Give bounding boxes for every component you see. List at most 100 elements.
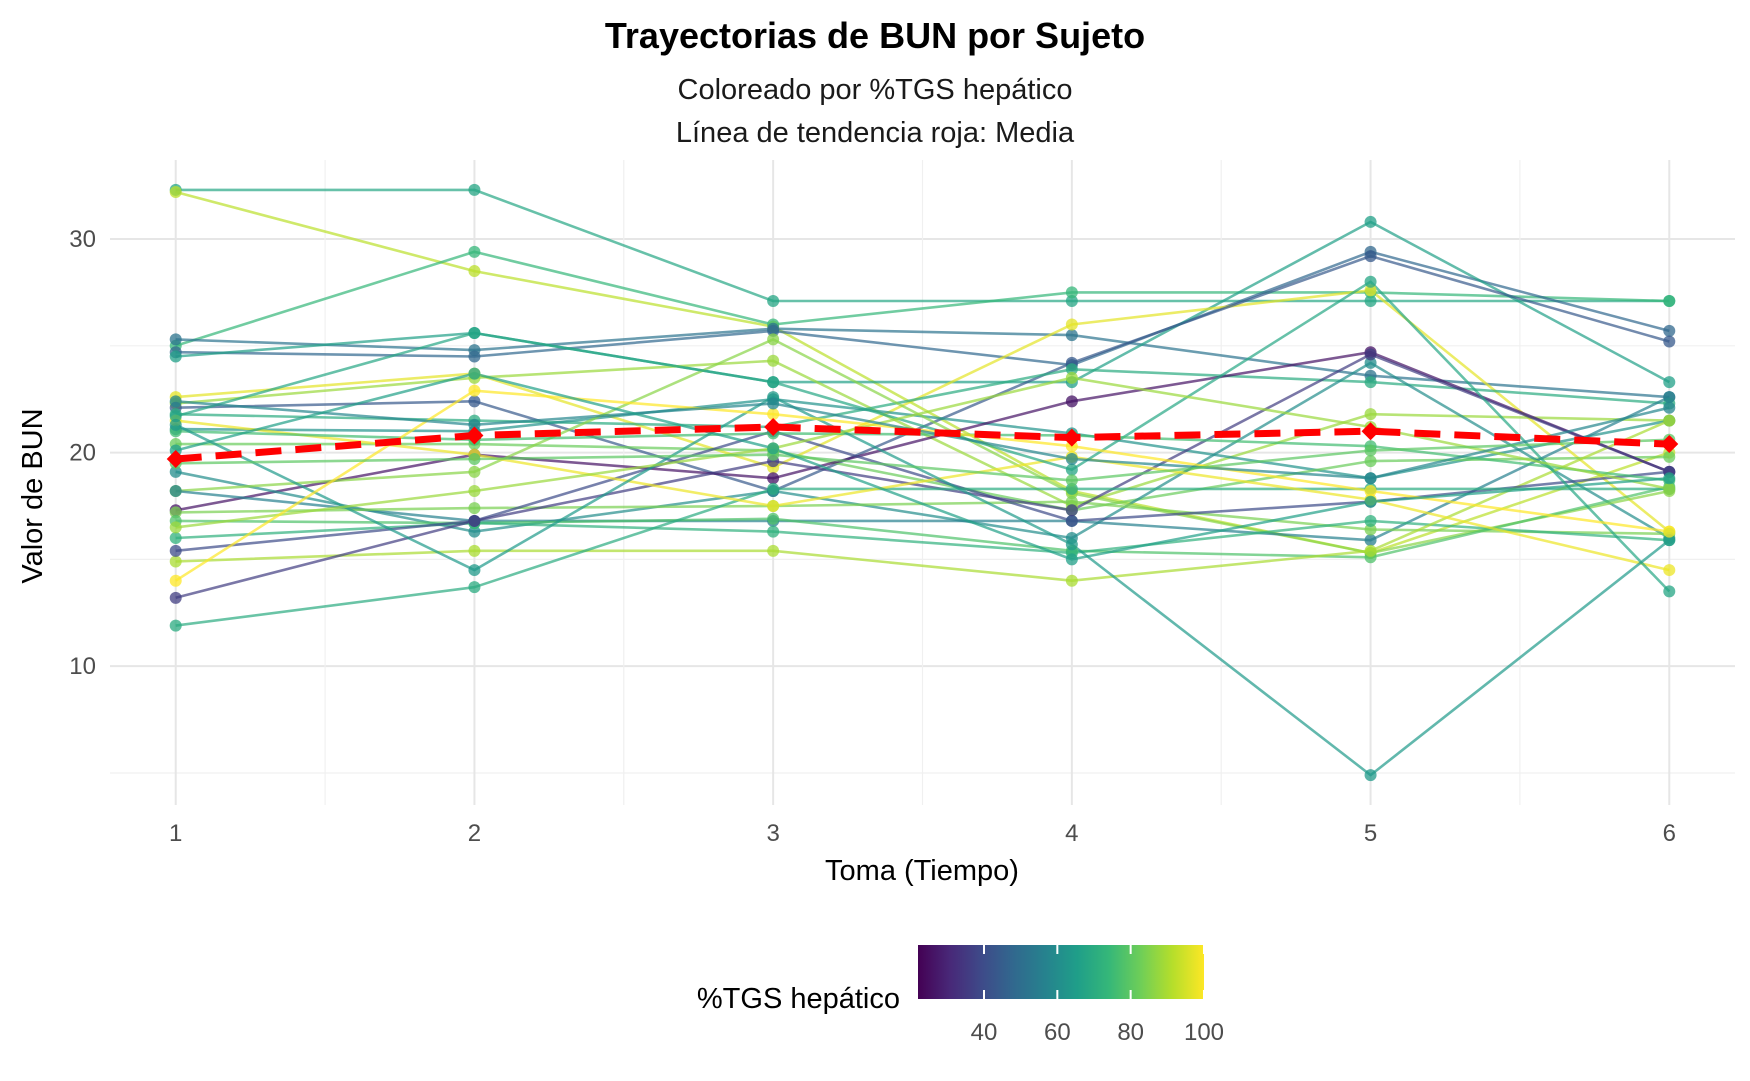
subject-line (175, 372, 1670, 561)
x-axis-title: Toma (Tiempo) (825, 855, 1019, 887)
subject-point (1364, 485, 1377, 498)
subject-point (767, 324, 780, 337)
subject-point (468, 544, 481, 557)
y-tick-label: 10 (69, 653, 96, 680)
subject-line (175, 250, 1670, 348)
subject-point (1364, 495, 1377, 508)
subject-point (1065, 294, 1078, 307)
subject-point (1663, 414, 1676, 427)
subject-line (175, 288, 1671, 533)
subject-trajectories (175, 188, 1671, 777)
subject-point (1364, 356, 1377, 369)
subject-point (767, 512, 780, 525)
subject-point (1364, 275, 1377, 288)
subject-point (169, 350, 182, 363)
subject-point (468, 265, 481, 278)
y-axis-tick-labels: 10 20 30 (69, 226, 96, 680)
subject-point (767, 376, 780, 389)
x-tick-label: 6 (1663, 820, 1676, 847)
subject-line (175, 438, 1670, 482)
mean-point (1660, 435, 1679, 454)
chart-subtitle-line-2: Línea de tendencia roja: Media (676, 117, 1075, 149)
subject-point (1065, 395, 1078, 408)
subject-line (175, 419, 1670, 583)
subject-point (169, 591, 182, 604)
subject-point (169, 186, 182, 199)
subject-point (1663, 376, 1676, 389)
subject-point (169, 465, 182, 478)
subject-line (175, 250, 1670, 367)
subject-point (1364, 534, 1377, 547)
subject-point (1065, 453, 1078, 466)
subject-point (1065, 504, 1078, 517)
subject-point (1364, 376, 1377, 389)
subject-point (1663, 450, 1676, 463)
subject-point (1663, 564, 1676, 577)
subject-point (468, 465, 481, 478)
subject-line (175, 485, 1670, 559)
subject-point (1065, 363, 1078, 376)
subject-point (468, 350, 481, 363)
subject-line (175, 353, 1670, 600)
subject-point (169, 418, 182, 431)
subject-point (767, 294, 780, 307)
subject-line (175, 220, 1670, 384)
subject-point (1065, 286, 1078, 299)
subject-point (169, 485, 182, 498)
subject-point (1065, 329, 1078, 342)
subject-line (175, 395, 1670, 542)
subject-point (468, 564, 481, 577)
legend: %TGS hepático 40 60 80 100 (697, 945, 1224, 1046)
legend-title: %TGS hepático (697, 983, 900, 1015)
y-tick-label: 30 (69, 226, 96, 253)
legend-tick-label: 100 (1184, 1019, 1224, 1046)
x-tick-label: 1 (169, 820, 182, 847)
subject-point (468, 502, 481, 515)
subject-point (1364, 294, 1377, 307)
mean-trend (166, 417, 1679, 469)
subject-point (1065, 463, 1078, 476)
subject-point (1663, 335, 1676, 348)
subject-point (169, 506, 182, 519)
x-tick-label: 5 (1364, 820, 1377, 847)
subject-point (767, 472, 780, 485)
subject-point (468, 367, 481, 380)
subject-point (1065, 538, 1078, 551)
subject-point (1364, 544, 1377, 557)
subject-point (1065, 474, 1078, 487)
subject-point (1364, 250, 1377, 263)
subject-line (175, 487, 1670, 627)
subject-point (1364, 284, 1377, 297)
subject-line (175, 188, 1670, 303)
subject-point (767, 397, 780, 410)
x-axis-tick-labels: 1 2 3 4 5 6 (169, 820, 1676, 847)
subject-point (468, 183, 481, 196)
subject-point (1663, 391, 1676, 404)
mean-point (1062, 428, 1081, 447)
subject-point (169, 532, 182, 545)
subject-point (468, 485, 481, 498)
subject-point (1364, 444, 1377, 457)
subject-line (175, 350, 1670, 512)
subject-point (767, 482, 780, 495)
subject-point (169, 521, 182, 534)
subject-point (1663, 482, 1676, 495)
subject-line (175, 367, 1670, 429)
subject-line (175, 419, 1670, 572)
subject-point (1364, 408, 1377, 421)
subject-point (1065, 482, 1078, 495)
subject-point (468, 581, 481, 594)
subject-point (468, 514, 481, 527)
legend-tick-label: 40 (971, 1019, 998, 1046)
mean-point (1361, 422, 1380, 441)
legend-ticks: 40 60 80 100 (971, 945, 1224, 1046)
y-tick-label: 20 (69, 440, 96, 467)
subject-line (175, 400, 1670, 480)
subject-point (767, 333, 780, 346)
subject-point (169, 619, 182, 632)
legend-colorbar (918, 945, 1204, 999)
subject-point (1663, 534, 1676, 547)
x-tick-label: 4 (1065, 820, 1078, 847)
subject-point (1364, 514, 1377, 527)
